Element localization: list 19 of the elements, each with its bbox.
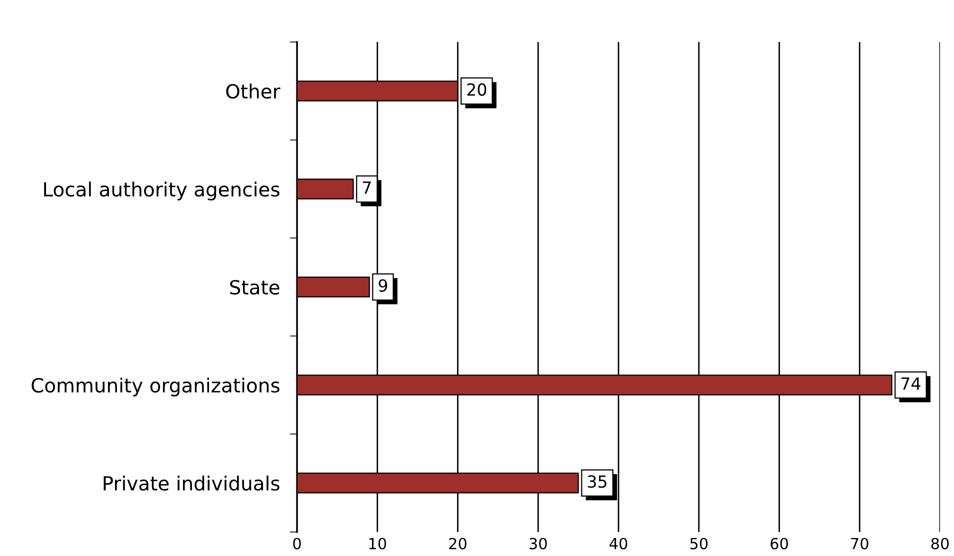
y-tick-label: State — [230, 280, 280, 295]
x-tick-label: 70 — [851, 538, 868, 550]
x-tick-label: 30 — [530, 538, 547, 550]
y-tick-label: Private individuals — [104, 476, 280, 491]
y-tick-label: Community organizations — [32, 378, 280, 396]
y-tick-label: Other — [226, 84, 280, 99]
data-label: 20 — [467, 83, 486, 96]
data-label: 35 — [588, 475, 606, 488]
x-tick-label: 0 — [293, 538, 301, 550]
data-label: 7 — [362, 181, 371, 194]
x-tick-label: 60 — [770, 538, 788, 550]
x-tick-label: 50 — [690, 538, 708, 550]
data-label: 74 — [901, 377, 920, 390]
y-tick-label: Local authority agencies — [44, 182, 280, 200]
x-tick-label: 80 — [931, 538, 949, 550]
data-label: 9 — [378, 279, 388, 292]
x-tick-label: 20 — [449, 538, 466, 550]
x-tick-label: 10 — [369, 538, 386, 550]
x-tick-label: 40 — [610, 538, 628, 550]
